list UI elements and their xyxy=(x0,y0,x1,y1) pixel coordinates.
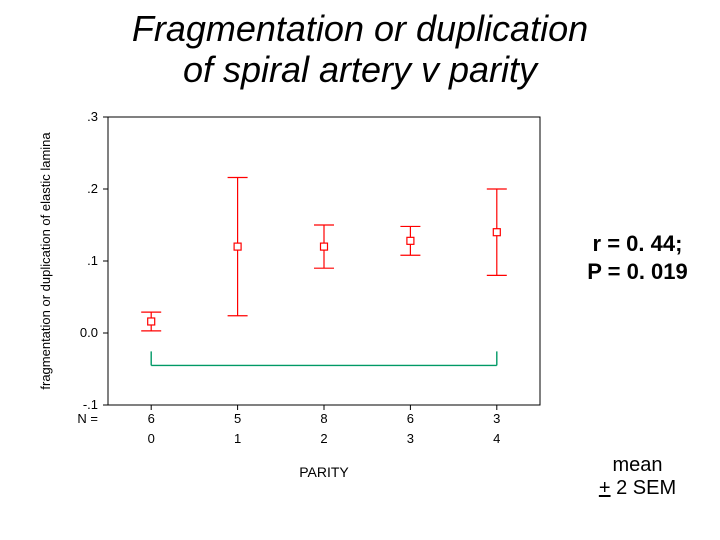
svg-text:1: 1 xyxy=(234,431,241,446)
svg-text:fragmentation or duplication o: fragmentation or duplication of elastic … xyxy=(38,132,53,390)
legend-footnote: mean + 2 SEM xyxy=(565,454,710,500)
svg-text:3: 3 xyxy=(493,411,500,426)
footnote-mean: mean xyxy=(612,454,662,476)
svg-text:0: 0 xyxy=(148,431,155,446)
chart-svg: -.1 0.0 .1 .2 .3 fragmentation or duplication… xyxy=(30,105,560,485)
svg-text:.1: .1 xyxy=(87,253,98,268)
svg-text:8: 8 xyxy=(320,411,327,426)
stats-p: P = 0. 019 xyxy=(587,259,688,284)
svg-text:-.1: -.1 xyxy=(83,397,98,412)
footnote-sem: 2 SEM xyxy=(611,477,677,499)
title-line-2: of spiral artery v parity xyxy=(183,49,537,90)
footnote-plusminus: + xyxy=(599,477,611,499)
svg-text:.2: .2 xyxy=(87,181,98,196)
svg-text:.3: .3 xyxy=(87,109,98,124)
correlation-stats: r = 0. 44; P = 0. 019 xyxy=(565,230,710,285)
stats-r: r = 0. 44; xyxy=(593,231,683,256)
svg-text:2: 2 xyxy=(320,431,327,446)
title-line-1: Fragmentation or duplication xyxy=(132,8,588,49)
svg-text:3: 3 xyxy=(407,431,414,446)
slide-title: Fragmentation or duplication of spiral a… xyxy=(0,8,720,91)
svg-text:6: 6 xyxy=(407,411,414,426)
svg-text:6: 6 xyxy=(148,411,155,426)
svg-text:PARITY: PARITY xyxy=(299,464,349,480)
svg-text:4: 4 xyxy=(493,431,500,446)
svg-text:0.0: 0.0 xyxy=(80,325,98,340)
svg-text:5: 5 xyxy=(234,411,241,426)
svg-text:N =: N = xyxy=(77,411,98,426)
error-bar-chart: -.1 0.0 .1 .2 .3 fragmentation or duplication… xyxy=(30,105,560,485)
